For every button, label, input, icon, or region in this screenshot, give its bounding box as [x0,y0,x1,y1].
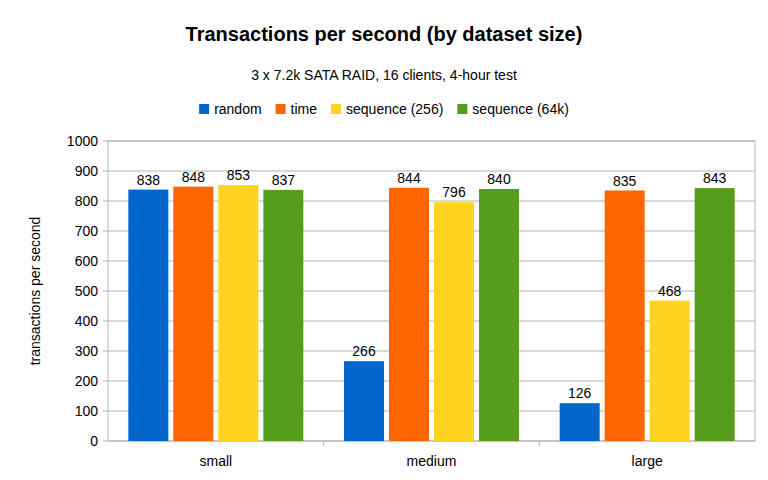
y-tick-label: 600 [75,253,99,269]
bar [434,202,474,441]
y-tick-label: 800 [75,193,99,209]
legend-swatch [457,104,467,114]
grid-line [108,141,755,142]
bar [173,187,213,441]
bar [650,301,690,441]
legend-swatch [331,104,341,114]
bar [695,188,735,441]
bar [389,188,429,441]
y-tick [103,321,108,322]
legend-label: sequence (64k) [472,101,569,117]
bar [128,190,168,441]
bars [128,185,734,441]
y-tick [103,261,108,262]
bar [479,189,519,441]
y-tick-label: 1000 [67,133,98,149]
legend-swatch [276,104,286,114]
y-tick [103,291,108,292]
bar [263,190,303,441]
legend: random time sequence (256) sequence (64k) [199,101,569,117]
data-label: 853 [227,167,251,183]
data-label: 843 [703,170,727,186]
y-tick-label: 900 [75,163,99,179]
frame-right [755,141,756,441]
bar [344,361,384,441]
data-labels: 838 848 853 837 266 844 796 840 126 835 468 843 [137,167,727,401]
x-tick-label: medium [407,453,457,469]
y-tick-label: 500 [75,283,99,299]
y-axis-label: transactions per second [27,217,43,366]
data-label: 838 [137,172,161,188]
y-tick-label: 400 [75,313,99,329]
x-tick-label: large [632,453,663,469]
title: Transactions per second (by dataset size… [186,23,583,45]
x-tick-label: small [199,453,232,469]
data-label: 468 [658,283,682,299]
legend-label: time [291,101,318,117]
legend-label: random [214,101,261,117]
bar [560,403,600,441]
data-label: 844 [397,170,421,186]
x-tick [323,441,324,446]
data-label: 848 [182,169,206,185]
y-tick-label: 200 [75,373,99,389]
y-tick [103,231,108,232]
y-tick [103,141,108,142]
frame-top [108,141,755,142]
data-label: 835 [613,173,637,189]
y-tick-label: 0 [90,433,98,449]
y-tick [103,411,108,412]
subtitle: 3 x 7.2k SATA RAID, 16 clients, 4-hour t… [251,67,517,83]
data-label: 837 [272,172,296,188]
y-tick [103,381,108,382]
legend-label: sequence (256) [346,101,443,117]
data-label: 266 [352,343,376,359]
y-tick [103,201,108,202]
y-tick-label: 300 [75,343,99,359]
y-tick [103,171,108,172]
y-tick [103,441,108,442]
chart: Transactions per second (by dataset size… [0,0,768,480]
data-label: 126 [568,385,592,401]
y-tick-label: 700 [75,223,99,239]
y-tick-label: 100 [75,403,99,419]
bar [605,191,645,442]
data-label: 840 [487,171,511,187]
x-tick [539,441,540,446]
legend-swatch [199,104,209,114]
bar [218,185,258,441]
y-tick [103,351,108,352]
grid-line [108,171,755,172]
data-label: 796 [442,184,466,200]
y-axis [108,141,109,441]
